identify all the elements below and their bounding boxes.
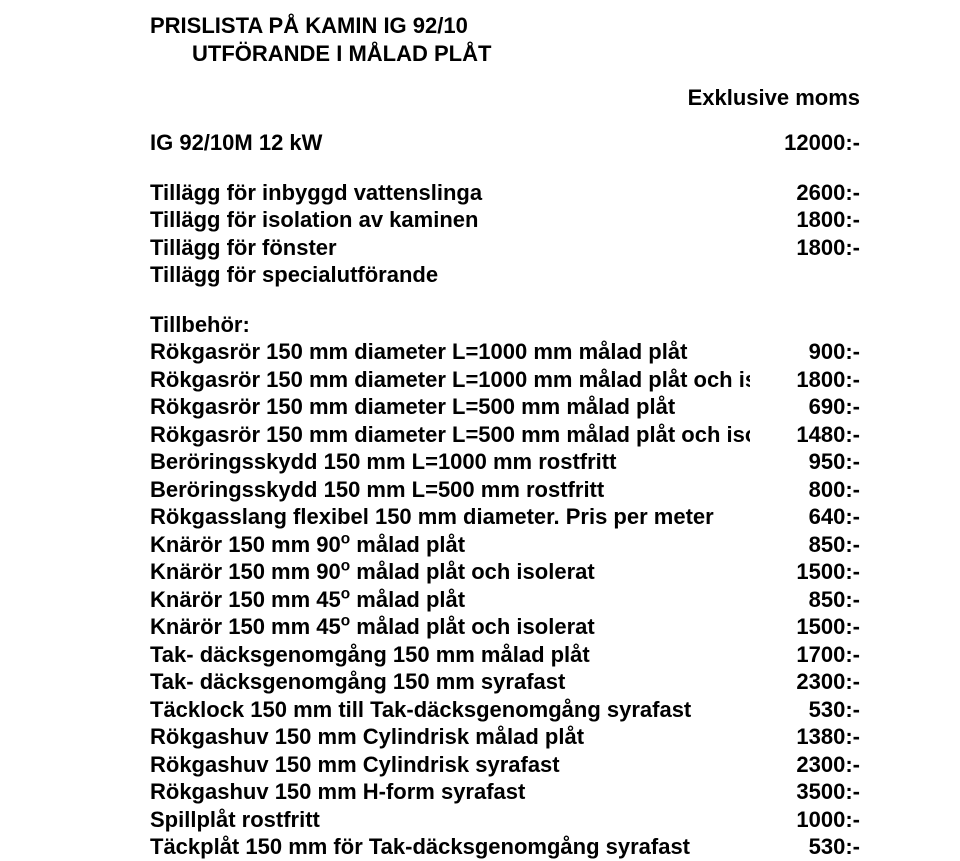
title-line-1: PRISLISTA PÅ KAMIN IG 92/10	[150, 12, 920, 40]
accessory-price: 640:-	[750, 503, 920, 531]
accessory-label: Rökgasrör 150 mm diameter L=1000 mm måla…	[150, 338, 750, 366]
addon-row: Tillägg för isolation av kaminen1800:-	[150, 206, 920, 234]
addon-label: Tillägg för specialutförande	[150, 261, 750, 289]
accessory-row: Knärör 150 mm 90o målad plåt och isolera…	[150, 558, 920, 586]
accessory-label: Spillplåt rostfritt	[150, 806, 750, 834]
accessory-row: Spillplåt rostfritt1000:-	[150, 806, 920, 834]
accessory-price: 850:-	[750, 586, 920, 614]
addon-row: Tillägg för specialutförande	[150, 261, 920, 289]
accessory-row: Tak- däcksgenomgång 150 mm målad plåt170…	[150, 641, 920, 669]
accessory-label: Täckplåt 150 mm för Tak-däcksgenomgång s…	[150, 833, 750, 861]
accessory-price: 950:-	[750, 448, 920, 476]
accessory-label: Rökgasrör 150 mm diameter L=1000 mm måla…	[150, 366, 750, 394]
addon-price: 1800:-	[750, 234, 920, 262]
addon-row: Tillägg för inbyggd vattenslinga2600:-	[150, 179, 920, 207]
accessory-price: 2300:-	[750, 751, 920, 779]
accessory-row: Rökgasrör 150 mm diameter L=500 mm målad…	[150, 393, 920, 421]
accessory-row: Rökgasrör 150 mm diameter L=500 mm målad…	[150, 421, 920, 449]
spacer	[150, 157, 920, 179]
subheader-row: Exklusive moms	[150, 85, 920, 111]
title-line-2: UTFÖRANDE I MÅLAD PLÅT	[150, 40, 920, 68]
accessory-label: Rökgasrör 150 mm diameter L=500 mm målad…	[150, 421, 750, 449]
accessory-row: Rökgasslang flexibel 150 mm diameter. Pr…	[150, 503, 920, 531]
accessory-label: Knärör 150 mm 90o målad plåt och isolera…	[150, 558, 750, 586]
addon-label: Tillägg för fönster	[150, 234, 750, 262]
main-item-label: IG 92/10M 12 kW	[150, 129, 750, 157]
accessory-label: Knärör 150 mm 45o målad plåt	[150, 586, 750, 614]
addon-price: 1800:-	[750, 206, 920, 234]
subheader: Exklusive moms	[688, 85, 860, 111]
accessory-price: 1500:-	[750, 558, 920, 586]
accessories-heading: Tillbehör:	[150, 311, 920, 339]
accessory-row: Täckplåt 150 mm för Tak-däcksgenomgång s…	[150, 833, 920, 861]
accessory-price: 1480:-	[750, 421, 920, 449]
accessory-label: Knärör 150 mm 90o målad plåt	[150, 531, 750, 559]
page: PRISLISTA PÅ KAMIN IG 92/10 UTFÖRANDE I …	[0, 0, 960, 834]
main-item-row: IG 92/10M 12 kW 12000:-	[150, 129, 920, 157]
accessory-row: Rökgashuv 150 mm H-form syrafast3500:-	[150, 778, 920, 806]
addon-label: Tillägg för inbyggd vattenslinga	[150, 179, 750, 207]
accessory-row: Rökgasrör 150 mm diameter L=1000 mm måla…	[150, 366, 920, 394]
accessory-row: Knärör 150 mm 45o målad plåt och isolera…	[150, 613, 920, 641]
accessory-row: Beröringsskydd 150 mm L=500 mm rostfritt…	[150, 476, 920, 504]
spacer	[150, 289, 920, 311]
accessory-price: 1800:-	[750, 366, 920, 394]
accessory-price: 900:-	[750, 338, 920, 366]
accessory-price: 800:-	[750, 476, 920, 504]
accessory-price: 530:-	[750, 833, 920, 861]
accessory-label: Rökgashuv 150 mm H-form syrafast	[150, 778, 750, 806]
accessory-label: Rökgashuv 150 mm Cylindrisk syrafast	[150, 751, 750, 779]
accessory-price: 1500:-	[750, 613, 920, 641]
accessory-price: 1700:-	[750, 641, 920, 669]
addon-row: Tillägg för fönster1800:-	[150, 234, 920, 262]
addons-list: Tillägg för inbyggd vattenslinga2600:-Ti…	[150, 179, 920, 289]
addon-label: Tillägg för isolation av kaminen	[150, 206, 750, 234]
accessory-label: Täcklock 150 mm till Tak-däcksgenomgång …	[150, 696, 750, 724]
accessory-row: Täcklock 150 mm till Tak-däcksgenomgång …	[150, 696, 920, 724]
accessory-row: Knärör 150 mm 45o målad plåt850:-	[150, 586, 920, 614]
accessory-price: 530:-	[750, 696, 920, 724]
accessory-price: 1380:-	[750, 723, 920, 751]
accessory-label: Beröringsskydd 150 mm L=1000 mm rostfrit…	[150, 448, 750, 476]
accessory-row: Tak- däcksgenomgång 150 mm syrafast2300:…	[150, 668, 920, 696]
accessory-row: Knärör 150 mm 90o målad plåt850:-	[150, 531, 920, 559]
accessory-price: 2300:-	[750, 668, 920, 696]
accessory-price: 850:-	[750, 531, 920, 559]
title-block: PRISLISTA PÅ KAMIN IG 92/10 UTFÖRANDE I …	[150, 12, 920, 67]
accessory-label: Knärör 150 mm 45o målad plåt och isolera…	[150, 613, 750, 641]
accessory-label: Tak- däcksgenomgång 150 mm syrafast	[150, 668, 750, 696]
accessory-label: Rökgasrör 150 mm diameter L=500 mm målad…	[150, 393, 750, 421]
addon-price: 2600:-	[750, 179, 920, 207]
accessory-price: 3500:-	[750, 778, 920, 806]
accessory-label: Tak- däcksgenomgång 150 mm målad plåt	[150, 641, 750, 669]
accessory-price: 690:-	[750, 393, 920, 421]
accessory-price: 1000:-	[750, 806, 920, 834]
main-item-price: 12000:-	[750, 129, 920, 157]
accessory-label: Rökgashuv 150 mm Cylindrisk målad plåt	[150, 723, 750, 751]
accessories-list: Rökgasrör 150 mm diameter L=1000 mm måla…	[150, 338, 920, 861]
accessory-row: Beröringsskydd 150 mm L=1000 mm rostfrit…	[150, 448, 920, 476]
accessory-row: Rökgasrör 150 mm diameter L=1000 mm måla…	[150, 338, 920, 366]
accessory-label: Beröringsskydd 150 mm L=500 mm rostfritt	[150, 476, 750, 504]
accessory-row: Rökgashuv 150 mm Cylindrisk målad plåt13…	[150, 723, 920, 751]
accessory-label: Rökgasslang flexibel 150 mm diameter. Pr…	[150, 503, 750, 531]
accessory-row: Rökgashuv 150 mm Cylindrisk syrafast2300…	[150, 751, 920, 779]
